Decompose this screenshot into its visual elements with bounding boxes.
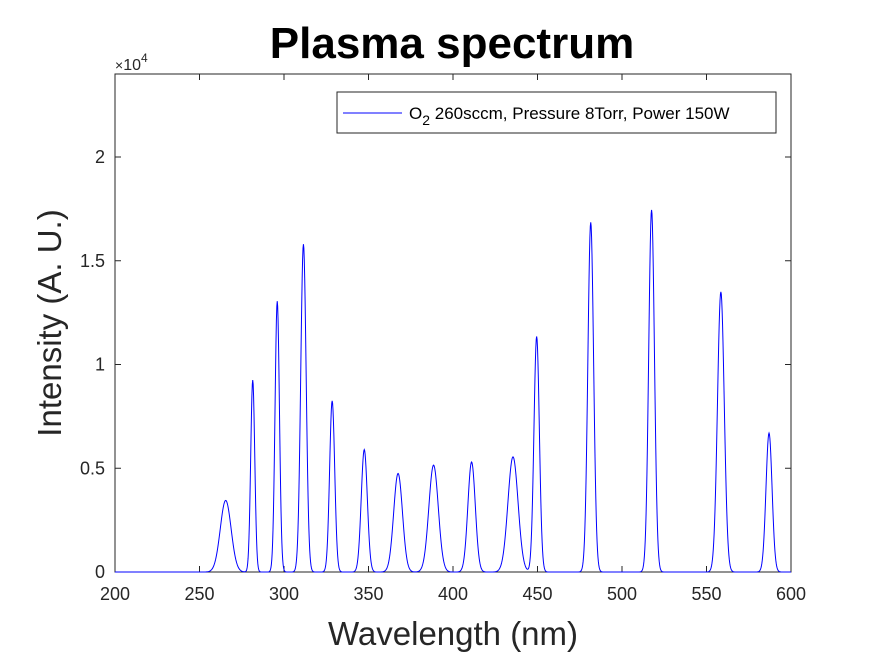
legend-label-subscript: 2 (422, 112, 430, 128)
y-axis-label: Intensity (A. U.) (31, 209, 68, 436)
y-axis-ticks: 0 0.5 1 1.5 2 (80, 147, 791, 582)
plot-area-box (114, 73, 792, 573)
x-tick-label: 250 (184, 584, 214, 604)
series-line-o2 (115, 209, 791, 573)
y-exponent-base: 10 (123, 57, 141, 74)
legend-label-main: O (409, 104, 422, 123)
x-tick-label: 500 (607, 584, 637, 604)
x-tick-label: 600 (776, 584, 806, 604)
legend-label-rest: 260sccm, Pressure 8Torr, Power 150W (430, 104, 730, 123)
y-exponent-power: 4 (141, 51, 148, 65)
chart-title: Plasma spectrum (270, 19, 634, 68)
y-tick-label: 2 (95, 147, 105, 167)
x-tick-label: 550 (691, 584, 721, 604)
legend-box (336, 91, 777, 134)
x-tick-label: 200 (100, 584, 130, 604)
legend: O2 260sccm, Pressure 8Torr, Power 150W (336, 91, 777, 134)
y-tick-label: 1 (95, 355, 105, 375)
x-tick-label: 400 (438, 584, 468, 604)
y-tick-label: 1.5 (80, 251, 105, 271)
x-axis-ticks: 200 250 300 350 400 450 500 550 600 (100, 74, 806, 604)
x-tick-label: 450 (522, 584, 552, 604)
y-tick-label: 0.5 (80, 458, 105, 478)
y-tick-label: 0 (95, 562, 105, 582)
legend-entry-label: O2 260sccm, Pressure 8Torr, Power 150W (409, 104, 730, 128)
x-axis-label: Wavelength (nm) (328, 615, 578, 652)
x-tick-label: 300 (269, 584, 299, 604)
x-tick-label: 350 (353, 584, 383, 604)
y-axis-exponent: ×104 (115, 51, 148, 74)
